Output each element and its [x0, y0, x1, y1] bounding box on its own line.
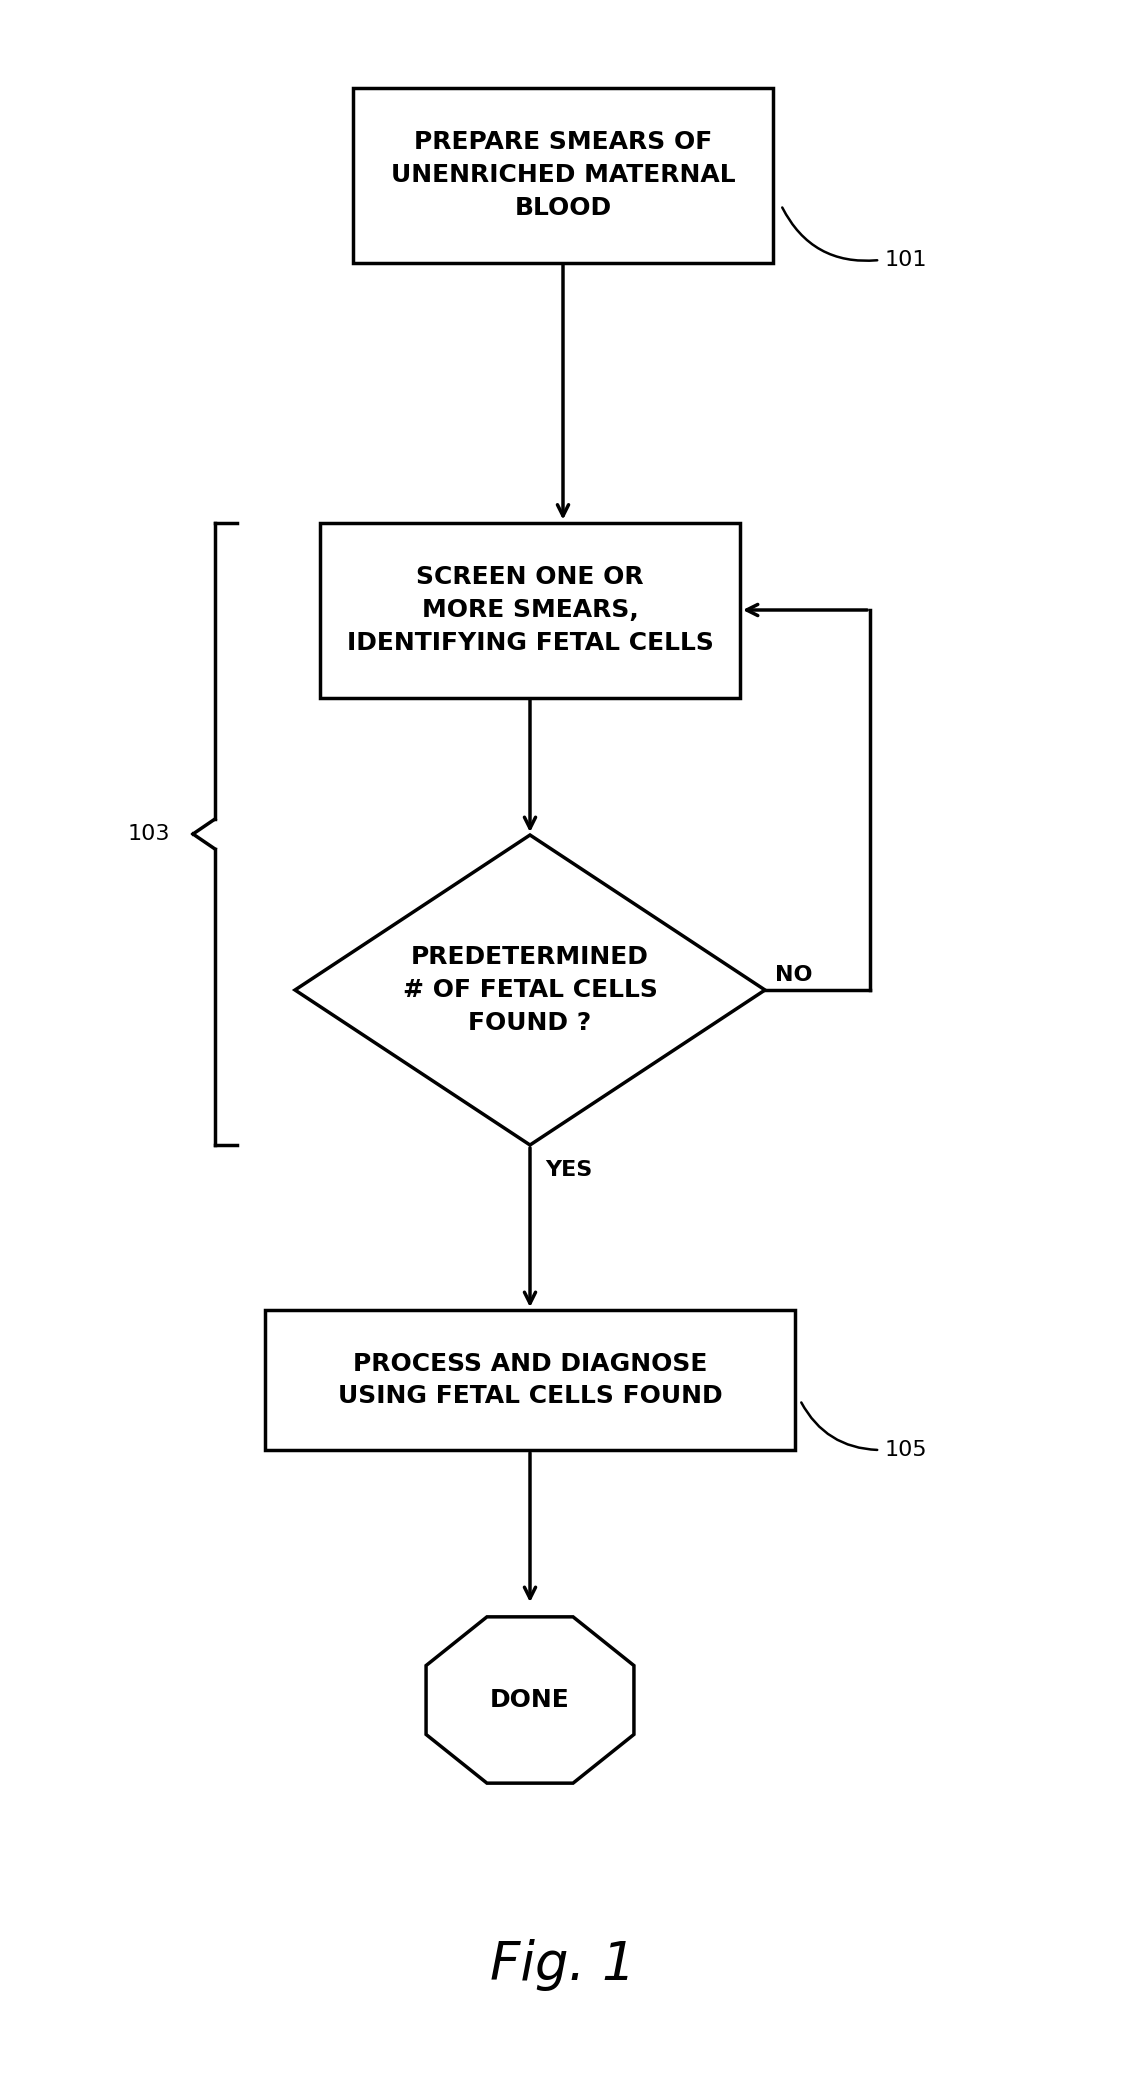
Text: PREPARE SMEARS OF
UNENRICHED MATERNAL
BLOOD: PREPARE SMEARS OF UNENRICHED MATERNAL BL… — [391, 131, 735, 221]
Text: PREDETERMINED
# OF FETAL CELLS
FOUND ?: PREDETERMINED # OF FETAL CELLS FOUND ? — [403, 945, 658, 1034]
Bar — [265, 1311, 795, 1450]
Polygon shape — [426, 1617, 634, 1783]
Text: NO: NO — [775, 966, 813, 984]
Bar — [320, 522, 740, 697]
Text: 105: 105 — [885, 1440, 928, 1461]
Bar — [352, 87, 774, 262]
Text: SCREEN ONE OR
MORE SMEARS,
IDENTIFYING FETAL CELLS: SCREEN ONE OR MORE SMEARS, IDENTIFYING F… — [347, 566, 714, 656]
Text: Fig. 1: Fig. 1 — [490, 1939, 636, 1992]
Text: 101: 101 — [885, 250, 928, 271]
Text: PROCESS AND DIAGNOSE
USING FETAL CELLS FOUND: PROCESS AND DIAGNOSE USING FETAL CELLS F… — [338, 1353, 722, 1409]
Text: DONE: DONE — [490, 1688, 570, 1713]
Text: YES: YES — [545, 1159, 592, 1180]
Text: 103: 103 — [127, 824, 170, 845]
Polygon shape — [295, 834, 765, 1145]
